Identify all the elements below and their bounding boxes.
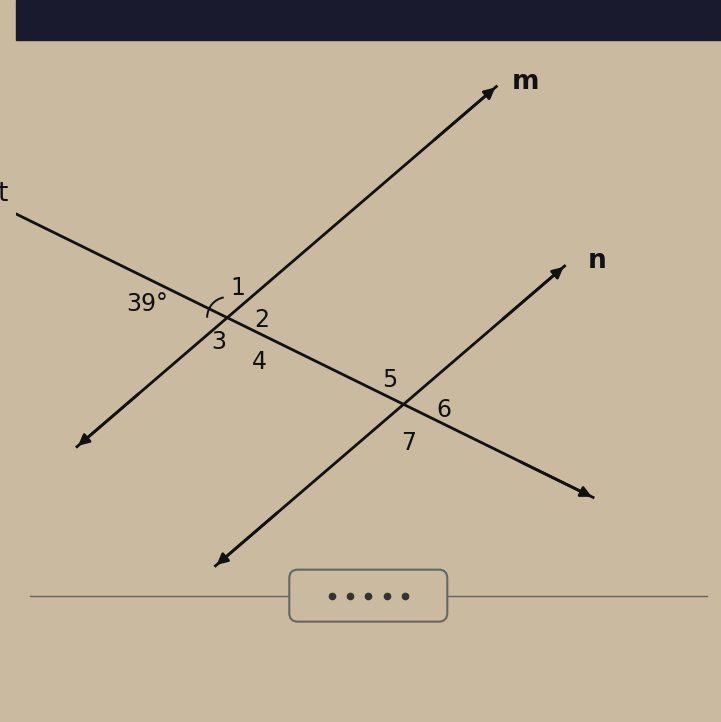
Text: 6: 6 [436,398,451,422]
FancyBboxPatch shape [289,570,447,622]
Text: 2: 2 [255,308,270,332]
Text: 1: 1 [231,276,245,300]
Text: 39°: 39° [126,292,168,316]
Text: 4: 4 [252,349,267,373]
FancyBboxPatch shape [16,0,721,40]
Text: 7: 7 [402,431,417,455]
Text: t: t [0,180,8,206]
Text: n: n [588,248,607,274]
Text: m: m [512,69,539,95]
Text: 3: 3 [212,331,226,355]
Text: 5: 5 [383,367,398,391]
